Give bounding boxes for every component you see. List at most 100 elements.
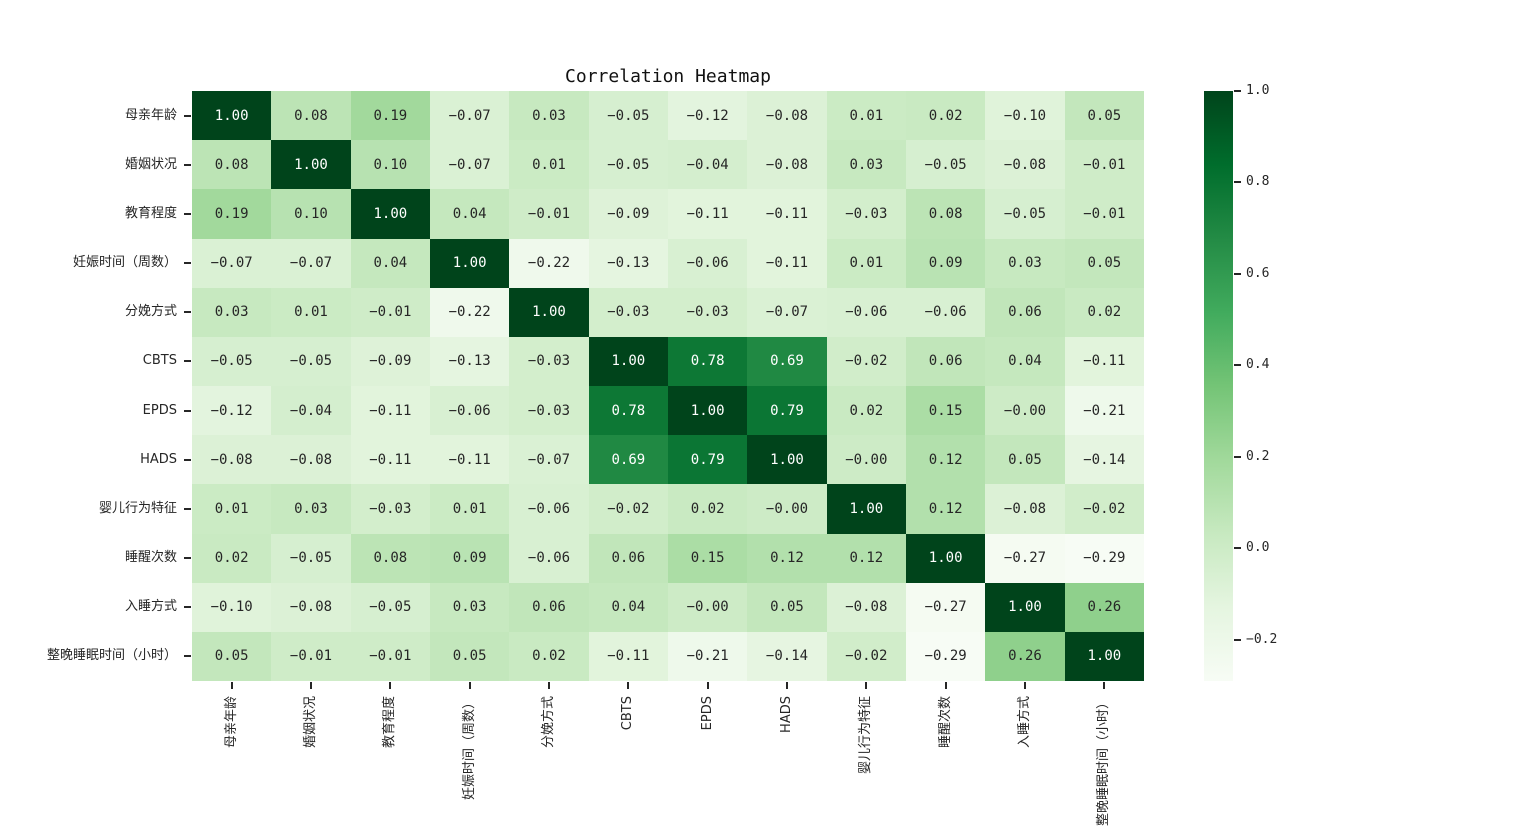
y-tick [184, 458, 191, 461]
x-axis-label-text: 分娩方式 [541, 696, 556, 749]
heatmap-cell: 0.15 [668, 533, 748, 583]
heatmap-cell: −0.06 [826, 287, 906, 337]
cell-value: −0.06 [845, 304, 888, 321]
y-axis-label: CBTS [142, 353, 177, 369]
heatmap-cell: −0.27 [906, 582, 986, 632]
heatmap-cell: 0.04 [350, 238, 430, 288]
y-axis-label: 妊娠时间（周数） [72, 255, 177, 271]
heatmap-cell: −0.07 [430, 140, 510, 190]
heatmap-cell: 0.05 [747, 582, 827, 632]
y-axis-label: 婚姻状况 [124, 156, 177, 172]
heatmap-cell: −0.07 [747, 287, 827, 337]
heatmap-cell: −0.08 [192, 435, 272, 485]
cell-value: −0.01 [1083, 205, 1126, 222]
heatmap-cell: 1.00 [588, 336, 668, 386]
cell-value: −0.01 [1083, 156, 1126, 173]
cell-value: 0.03 [452, 599, 487, 616]
cell-value: 0.01 [294, 304, 328, 321]
cell-value: −0.08 [210, 451, 253, 468]
y-axis-label: EPDS [142, 402, 177, 418]
heatmap-cell: 0.09 [430, 533, 510, 583]
cell-value: 0.03 [1008, 255, 1042, 272]
cell-value: −0.01 [369, 304, 412, 321]
cell-value: −0.11 [765, 255, 809, 272]
cell-value: −0.06 [686, 255, 729, 272]
cell-value: 0.05 [1087, 255, 1122, 272]
cell-value: 0.12 [928, 500, 963, 517]
cell-value: 0.01 [452, 500, 487, 517]
cell-value: 0.01 [532, 156, 566, 173]
colorbar-tick-label: 0.8 [1246, 174, 1270, 190]
heatmap-cell: −0.08 [826, 582, 906, 632]
heatmap-cell: −0.10 [192, 582, 272, 632]
y-axis-label: HADS [140, 451, 177, 467]
y-tick [184, 212, 191, 215]
heatmap-cell: 0.04 [588, 582, 668, 632]
cell-value: 1.00 [532, 304, 566, 321]
x-tick [627, 682, 630, 689]
cell-value: −0.09 [607, 205, 650, 222]
cell-value: 0.19 [373, 107, 408, 124]
heatmap-cell: 0.09 [906, 238, 986, 288]
cell-value: 0.02 [532, 648, 566, 665]
cell-value: 0.05 [452, 648, 487, 665]
heatmap-cell: 0.19 [192, 189, 272, 239]
cell-value: −0.21 [1083, 402, 1126, 419]
heatmap-cell: 0.05 [1064, 238, 1144, 288]
heatmap-cell: −0.03 [509, 336, 589, 386]
heatmap-cell: −0.05 [350, 582, 430, 632]
cell-value: −0.11 [686, 205, 729, 222]
heatmap-cell: 1.00 [985, 582, 1065, 632]
heatmap-cell: 0.26 [1064, 582, 1144, 632]
cell-value: 0.05 [1087, 107, 1122, 124]
x-axis-label-text: EPDS [699, 696, 715, 731]
heatmap-cell: −0.11 [430, 435, 510, 485]
cell-value: −0.02 [845, 648, 888, 665]
heatmap-cell: 0.02 [509, 631, 589, 681]
cell-value: 0.01 [214, 500, 249, 517]
cell-value: 0.69 [611, 451, 646, 468]
cell-value: −0.27 [1003, 550, 1047, 567]
x-tick [1103, 682, 1106, 689]
heatmap-cell: 0.03 [271, 484, 351, 534]
heatmap-cell: 0.78 [588, 386, 668, 436]
cell-value: −0.01 [369, 648, 412, 665]
cell-value: 0.12 [849, 550, 884, 567]
heatmap-cell: 0.10 [350, 140, 430, 190]
cell-value: 1.00 [452, 255, 487, 272]
cell-value: −0.00 [845, 451, 888, 468]
heatmap-cell: 1.00 [1064, 631, 1144, 681]
y-tick [184, 409, 191, 412]
heatmap-cell: 0.06 [509, 582, 589, 632]
y-axis-label: 入睡方式 [124, 599, 177, 615]
x-tick [230, 682, 233, 689]
heatmap-cell: −0.13 [430, 336, 510, 386]
cell-value: 0.01 [849, 107, 884, 124]
cell-value: −0.03 [369, 500, 412, 517]
y-axis-label: 整晚睡眠时间（小时） [46, 648, 177, 664]
heatmap-cell: −0.00 [668, 582, 748, 632]
cell-value: −0.22 [527, 255, 571, 272]
cell-value: −0.07 [448, 107, 491, 124]
heatmap-cell: −0.08 [271, 435, 351, 485]
x-axis-label-text: 婚姻状况 [303, 696, 318, 749]
heatmap-cell: −0.01 [509, 189, 589, 239]
colorbar-tick-label: 1.0 [1246, 83, 1270, 98]
heatmap-cell: 1.00 [747, 435, 827, 485]
heatmap-cell: 0.08 [192, 140, 272, 190]
heatmap-cell: 0.69 [588, 435, 668, 485]
cell-value: 0.05 [214, 648, 249, 665]
heatmap-cell: 0.03 [192, 287, 272, 337]
heatmap-cell: −0.01 [271, 631, 351, 681]
cell-value: 0.12 [928, 451, 963, 468]
x-tick [1024, 682, 1026, 689]
y-tick [184, 311, 191, 314]
cell-value: −0.05 [1003, 205, 1047, 222]
cell-value: −0.07 [210, 255, 253, 272]
x-tick [548, 682, 550, 689]
heatmap-cell: −0.11 [350, 435, 430, 485]
cell-value: −0.21 [686, 648, 729, 665]
heatmap-cell: −0.14 [747, 631, 827, 681]
cell-value: 0.06 [1008, 304, 1042, 321]
cell-value: −0.03 [686, 304, 729, 321]
